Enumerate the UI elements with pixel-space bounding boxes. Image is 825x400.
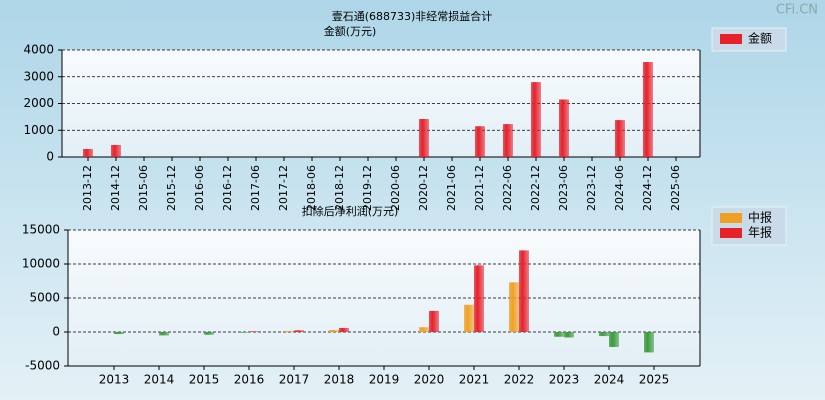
x-tick-label: 2022-06: [501, 165, 514, 211]
bar: [419, 119, 429, 157]
legend-label: 年报: [748, 225, 772, 240]
x-tick-label: 2016-12: [221, 165, 234, 211]
x-tick-label: 2018: [324, 373, 355, 387]
bar: [475, 126, 485, 157]
bar: [114, 332, 124, 335]
legend-label: 中报: [748, 210, 772, 225]
y-tick-label: 5000: [29, 291, 60, 305]
bar: [559, 99, 569, 157]
x-tick-label: 2013: [99, 373, 130, 387]
bar: [204, 332, 214, 335]
x-tick-label: 2015-12: [165, 165, 178, 211]
y-axis-label: 金额(万元): [324, 24, 377, 38]
y-tick-label: -5000: [25, 359, 60, 373]
y-tick-label: 10000: [22, 257, 60, 271]
x-tick-label: 2021: [459, 373, 490, 387]
legend-box: [711, 27, 787, 52]
x-tick-label: 2021-06: [445, 165, 458, 211]
y-tick-label: 1000: [23, 123, 54, 137]
legend-swatch: [720, 213, 742, 223]
bar: [599, 332, 609, 337]
x-tick-label: 2020-06: [389, 165, 402, 211]
bar: [644, 332, 654, 353]
bar: [503, 124, 513, 157]
watermark: CFi.CN: [776, 3, 818, 18]
bar: [284, 330, 294, 332]
x-tick-label: 2018-12: [333, 165, 346, 211]
x-tick-label: 2016: [234, 373, 265, 387]
y-tick-label: 15000: [22, 223, 60, 237]
y-tick-label: 3000: [23, 69, 54, 83]
x-tick-label: 2016-06: [193, 165, 206, 211]
x-tick-label: 2024: [594, 373, 625, 387]
x-tick-label: 2017-12: [277, 165, 290, 211]
x-tick-label: 2024-06: [613, 165, 626, 211]
x-tick-label: 2022-12: [529, 165, 542, 211]
x-tick-label: 2022: [504, 373, 535, 387]
x-tick-label: 2019: [369, 373, 400, 387]
x-tick-label: 2020-12: [417, 165, 430, 211]
bar: [519, 250, 529, 332]
bar: [554, 332, 564, 337]
x-tick-label: 2013-12: [81, 165, 94, 211]
x-tick-label: 2023-12: [585, 165, 598, 211]
x-tick-label: 2018-06: [305, 165, 318, 211]
x-tick-label: 2023: [549, 373, 580, 387]
legend-swatch: [720, 228, 742, 238]
legend-label: 金额: [748, 31, 772, 46]
x-tick-label: 2020: [414, 373, 445, 387]
x-tick-label: 2015-06: [137, 165, 150, 211]
bar: [509, 282, 519, 332]
x-tick-label: 2017: [279, 373, 310, 387]
bar: [159, 332, 169, 336]
bar: [83, 148, 93, 157]
bar: [474, 265, 484, 332]
x-tick-label: 2024-12: [641, 165, 654, 211]
bar: [249, 331, 259, 332]
x-tick-label: 2017-06: [249, 165, 262, 211]
y-tick-label: 0: [52, 325, 60, 339]
legend-swatch: [720, 34, 742, 44]
bar: [329, 329, 339, 332]
bar: [643, 62, 653, 157]
bar: [609, 332, 619, 347]
bar: [419, 327, 429, 332]
x-tick-label: 2025: [639, 373, 670, 387]
y-tick-label: 2000: [23, 96, 54, 110]
chart-title: 壹石通(688733)非经常损益合计: [332, 9, 493, 23]
x-tick-label: 2014: [144, 373, 175, 387]
y-tick-label: 4000: [23, 43, 54, 57]
bar: [615, 120, 625, 157]
x-tick-label: 2015: [189, 373, 220, 387]
bar: [531, 82, 541, 157]
bar: [111, 144, 121, 157]
x-tick-label: 2019-12: [361, 165, 374, 211]
x-tick-label: 2025-06: [669, 165, 682, 211]
y-tick-label: 0: [46, 150, 54, 164]
bar: [429, 310, 439, 332]
bar: [464, 304, 474, 332]
x-tick-label: 2021-12: [473, 165, 486, 211]
bar: [239, 332, 249, 333]
bar: [564, 332, 574, 338]
bar: [294, 330, 304, 332]
chart-title: 扣除后净利润(万元): [302, 204, 399, 218]
x-tick-label: 2023-06: [557, 165, 570, 211]
x-tick-label: 2014-12: [109, 165, 122, 211]
bar: [339, 327, 349, 332]
